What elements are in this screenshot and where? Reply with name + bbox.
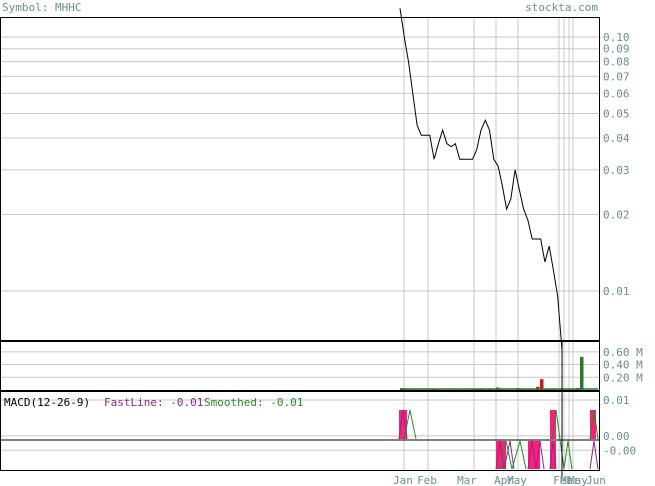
macd-tick-label: -0.00 — [603, 444, 636, 457]
macd-frame — [0, 391, 600, 471]
site-label[interactable]: stockta.com — [525, 1, 598, 14]
macd-smoothed-line — [589, 409, 599, 440]
x-tick-label: Jan — [393, 474, 413, 486]
macd-fast-line — [589, 440, 599, 470]
volume-tick-label: 0.20 M — [603, 371, 643, 384]
macd-histogram-bar — [496, 441, 506, 469]
macd-tick-label: 0.00 — [603, 430, 630, 443]
price-tick-label: 0.09 — [603, 43, 630, 56]
x-tick-label: Mar — [457, 474, 477, 486]
x-tick-label: Mar — [560, 474, 580, 486]
volume-tick-label: 0.60 M — [603, 346, 643, 359]
price-tick-label: 0.06 — [603, 87, 630, 100]
macd-tick-label: 0.01 — [603, 394, 630, 407]
macd-panel: 0.01 0.00-0.00 — [0, 340, 636, 478]
macd-smoothed-label: Smoothed: -0.01 — [204, 396, 303, 409]
macd-fast-line — [495, 440, 515, 470]
macd-histogram-bar — [399, 410, 407, 439]
price-line — [399, 8, 563, 351]
price-tick-label: 0.05 — [603, 107, 630, 120]
price-tick-label: 0.08 — [603, 56, 630, 69]
x-tick-label: Apr — [494, 474, 514, 486]
x-tick-label: May — [507, 474, 527, 486]
macd-smoothed-line — [403, 409, 417, 440]
price-tick-label: 0.01 — [603, 285, 630, 298]
macd-title: MACD(12-26-9) — [4, 396, 90, 409]
price-frame — [0, 17, 600, 341]
macd-histogram-bar — [550, 441, 556, 469]
price-tick-label: 0.07 — [603, 70, 630, 83]
macd-histogram-bar — [590, 410, 596, 439]
macd-fast-line — [527, 440, 545, 470]
volume-bar — [540, 379, 544, 390]
price-tick-label: 0.03 — [603, 164, 630, 177]
volume-bar — [580, 356, 584, 390]
macd-histogram-bar — [550, 410, 556, 439]
price-panel: 0.100.090.080.07 0.06 0.05 0.04 0.03 0.02 0.01 — [0, 8, 630, 351]
price-tick-label: 0.02 — [603, 208, 630, 221]
macd-smoothed-line — [499, 440, 527, 470]
volume-frame — [0, 341, 600, 391]
symbol-label: Symbol: MHHC — [2, 1, 81, 14]
macd-fastline-label: FastLine: -0.01 — [104, 396, 203, 409]
x-tick-label: Feb — [417, 474, 437, 486]
macd-fast-line — [549, 440, 557, 470]
volume-tick-label: 0.40 M — [603, 359, 643, 372]
volume-panel: 0.60 M0.40 M0.20 M — [0, 341, 643, 391]
x-tick-label: Jun — [586, 474, 606, 486]
price-tick-label: 0.10 — [603, 31, 630, 44]
price-tick-label: 0.04 — [603, 132, 630, 145]
x-tick-label: Feb — [553, 474, 573, 486]
x-tick-label: May — [568, 474, 588, 486]
